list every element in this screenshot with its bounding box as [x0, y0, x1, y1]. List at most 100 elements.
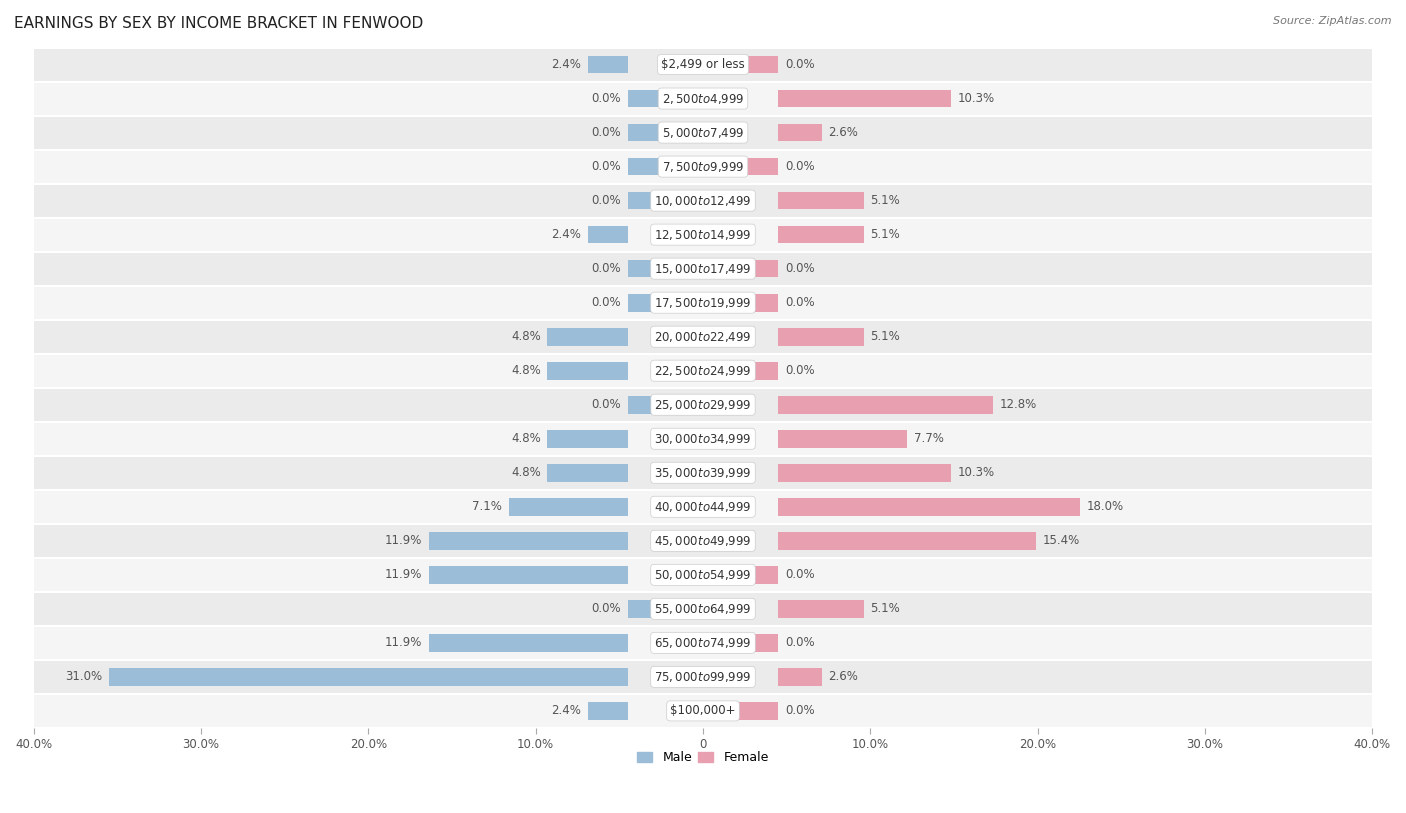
- Text: 5.1%: 5.1%: [870, 330, 900, 343]
- Bar: [34, 320, 1372, 354]
- Bar: [34, 81, 1372, 115]
- Bar: [108, 668, 627, 685]
- Text: 4.8%: 4.8%: [510, 330, 541, 343]
- Text: $45,000 to $49,999: $45,000 to $49,999: [654, 534, 752, 548]
- Text: 0.0%: 0.0%: [592, 126, 621, 139]
- Bar: [34, 422, 1372, 456]
- Text: Source: ZipAtlas.com: Source: ZipAtlas.com: [1274, 16, 1392, 26]
- Bar: [779, 89, 950, 107]
- Text: $100,000+: $100,000+: [671, 704, 735, 717]
- Text: 11.9%: 11.9%: [384, 534, 422, 547]
- Text: $65,000 to $74,999: $65,000 to $74,999: [654, 636, 752, 650]
- Text: 0.0%: 0.0%: [785, 364, 814, 377]
- Bar: [779, 328, 863, 346]
- Bar: [429, 532, 627, 550]
- Bar: [627, 124, 703, 141]
- Text: EARNINGS BY SEX BY INCOME BRACKET IN FENWOOD: EARNINGS BY SEX BY INCOME BRACKET IN FEN…: [14, 16, 423, 31]
- Bar: [34, 660, 1372, 693]
- Text: 2.4%: 2.4%: [551, 704, 581, 717]
- Text: 2.6%: 2.6%: [828, 671, 859, 684]
- Text: $12,500 to $14,999: $12,500 to $14,999: [654, 228, 752, 241]
- Text: $25,000 to $29,999: $25,000 to $29,999: [654, 398, 752, 411]
- Text: 15.4%: 15.4%: [1043, 534, 1080, 547]
- Bar: [429, 566, 627, 584]
- Text: 31.0%: 31.0%: [65, 671, 103, 684]
- Text: 7.7%: 7.7%: [914, 433, 943, 446]
- Bar: [627, 293, 703, 311]
- Text: $50,000 to $54,999: $50,000 to $54,999: [654, 567, 752, 582]
- Text: 11.9%: 11.9%: [384, 568, 422, 581]
- Bar: [547, 464, 627, 481]
- Bar: [779, 226, 863, 243]
- Text: $55,000 to $64,999: $55,000 to $64,999: [654, 602, 752, 615]
- Bar: [588, 55, 627, 73]
- Bar: [627, 396, 703, 414]
- Text: 0.0%: 0.0%: [592, 160, 621, 173]
- Text: 10.3%: 10.3%: [957, 467, 994, 479]
- Bar: [34, 150, 1372, 184]
- Bar: [34, 592, 1372, 626]
- Bar: [34, 626, 1372, 660]
- Bar: [34, 252, 1372, 285]
- Text: 11.9%: 11.9%: [384, 637, 422, 650]
- Bar: [34, 115, 1372, 150]
- Bar: [34, 489, 1372, 524]
- Text: $2,500 to $4,999: $2,500 to $4,999: [662, 92, 744, 106]
- Bar: [34, 184, 1372, 218]
- Bar: [703, 566, 779, 584]
- Text: $10,000 to $12,499: $10,000 to $12,499: [654, 193, 752, 207]
- Bar: [779, 192, 863, 210]
- Bar: [703, 634, 779, 652]
- Text: 0.0%: 0.0%: [592, 398, 621, 411]
- Text: $40,000 to $44,999: $40,000 to $44,999: [654, 500, 752, 514]
- Text: 0.0%: 0.0%: [785, 58, 814, 71]
- Bar: [34, 47, 1372, 81]
- Text: 5.1%: 5.1%: [870, 602, 900, 615]
- Text: 0.0%: 0.0%: [785, 568, 814, 581]
- Bar: [34, 218, 1372, 252]
- Bar: [34, 456, 1372, 489]
- Legend: Male, Female: Male, Female: [633, 746, 773, 769]
- Text: $5,000 to $7,499: $5,000 to $7,499: [662, 125, 744, 140]
- Text: 0.0%: 0.0%: [785, 704, 814, 717]
- Text: 12.8%: 12.8%: [1000, 398, 1036, 411]
- Text: 0.0%: 0.0%: [785, 296, 814, 309]
- Text: 0.0%: 0.0%: [592, 262, 621, 275]
- Bar: [779, 124, 823, 141]
- Bar: [627, 192, 703, 210]
- Bar: [429, 634, 627, 652]
- Text: $35,000 to $39,999: $35,000 to $39,999: [654, 466, 752, 480]
- Bar: [34, 388, 1372, 422]
- Text: $7,500 to $9,999: $7,500 to $9,999: [662, 159, 744, 174]
- Text: $22,500 to $24,999: $22,500 to $24,999: [654, 363, 752, 378]
- Bar: [34, 558, 1372, 592]
- Text: $30,000 to $34,999: $30,000 to $34,999: [654, 432, 752, 446]
- Text: 0.0%: 0.0%: [785, 637, 814, 650]
- Bar: [703, 702, 779, 720]
- Text: 4.8%: 4.8%: [510, 433, 541, 446]
- Text: 0.0%: 0.0%: [785, 262, 814, 275]
- Bar: [779, 532, 1036, 550]
- Text: 18.0%: 18.0%: [1087, 500, 1123, 513]
- Bar: [779, 668, 823, 685]
- Text: 2.4%: 2.4%: [551, 228, 581, 241]
- Text: $17,500 to $19,999: $17,500 to $19,999: [654, 296, 752, 310]
- Text: 10.3%: 10.3%: [957, 92, 994, 105]
- Bar: [547, 328, 627, 346]
- Bar: [779, 396, 993, 414]
- Bar: [703, 362, 779, 380]
- Bar: [588, 226, 627, 243]
- Bar: [547, 362, 627, 380]
- Bar: [34, 354, 1372, 388]
- Text: $75,000 to $99,999: $75,000 to $99,999: [654, 670, 752, 684]
- Bar: [779, 498, 1080, 515]
- Bar: [627, 600, 703, 618]
- Bar: [627, 89, 703, 107]
- Text: 2.4%: 2.4%: [551, 58, 581, 71]
- Text: $20,000 to $22,499: $20,000 to $22,499: [654, 330, 752, 344]
- Bar: [34, 693, 1372, 728]
- Bar: [34, 524, 1372, 558]
- Bar: [703, 158, 779, 176]
- Text: 4.8%: 4.8%: [510, 364, 541, 377]
- Text: 0.0%: 0.0%: [592, 194, 621, 207]
